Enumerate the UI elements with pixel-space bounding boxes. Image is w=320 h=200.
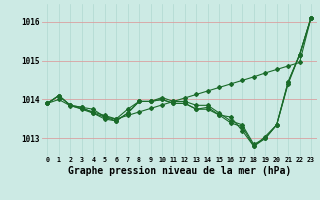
X-axis label: Graphe pression niveau de la mer (hPa): Graphe pression niveau de la mer (hPa)	[68, 166, 291, 176]
